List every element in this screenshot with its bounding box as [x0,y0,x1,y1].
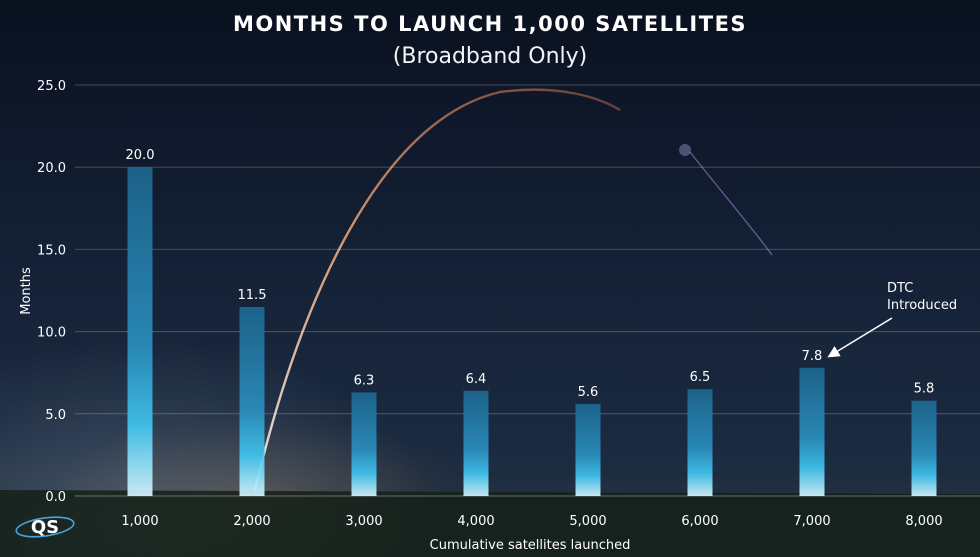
data-label: 6.3 [354,373,375,388]
data-label: 7.8 [802,349,823,364]
bar [127,167,153,496]
data-label: 11.5 [238,288,267,303]
x-tick-label: 1,000 [121,514,158,529]
bar [239,306,265,496]
bar [351,392,377,496]
chart-subtitle: (Broadband Only) [392,44,588,69]
data-label: 5.6 [578,385,599,400]
y-tick-label: 5.0 [45,408,66,423]
bar [463,390,489,496]
y-axis-ticks: 0.0 5.0 10.0 15.0 20.0 25.0 [37,79,66,505]
bar [575,403,601,496]
y-tick-label: 25.0 [37,79,66,94]
dtc-annotation: DTC Introduced [827,281,957,358]
annotation-text: DTC [887,281,913,296]
y-axis-label: Months [19,267,34,315]
x-axis-ticks: 1,000 2,000 3,000 4,000 5,000 6,000 7,000 8,000 [121,514,942,529]
x-tick-label: 4,000 [457,514,494,529]
x-tick-label: 2,000 [233,514,270,529]
bar [911,400,937,496]
x-tick-label: 7,000 [793,514,830,529]
gridlines [75,84,980,497]
x-tick-label: 8,000 [905,514,942,529]
bar [799,367,825,496]
data-labels: 20.0 11.5 6.3 6.4 5.6 6.5 7.8 5.8 [126,148,935,400]
y-tick-label: 15.0 [37,243,66,258]
y-tick-label: 10.0 [37,326,66,341]
data-label: 20.0 [126,148,155,163]
svg-text:QS: QS [31,517,59,538]
chart-title: Months to Launch 1,000 Satellites [232,12,748,36]
x-tick-label: 5,000 [569,514,606,529]
y-tick-label: 20.0 [37,161,66,176]
annotation-text: Introduced [887,298,957,313]
x-axis-label: Cumulative satellites launched [430,538,631,553]
data-label: 6.4 [466,372,487,387]
qs-logo: QS [15,516,75,538]
background-decoration [0,88,980,557]
x-tick-label: 3,000 [345,514,382,529]
y-tick-label: 0.0 [45,490,66,505]
bar [687,389,713,496]
x-tick-label: 6,000 [681,514,718,529]
data-label: 5.8 [914,382,935,397]
annotation-arrow [827,317,893,358]
data-label: 6.5 [690,370,711,385]
bars [127,167,937,496]
